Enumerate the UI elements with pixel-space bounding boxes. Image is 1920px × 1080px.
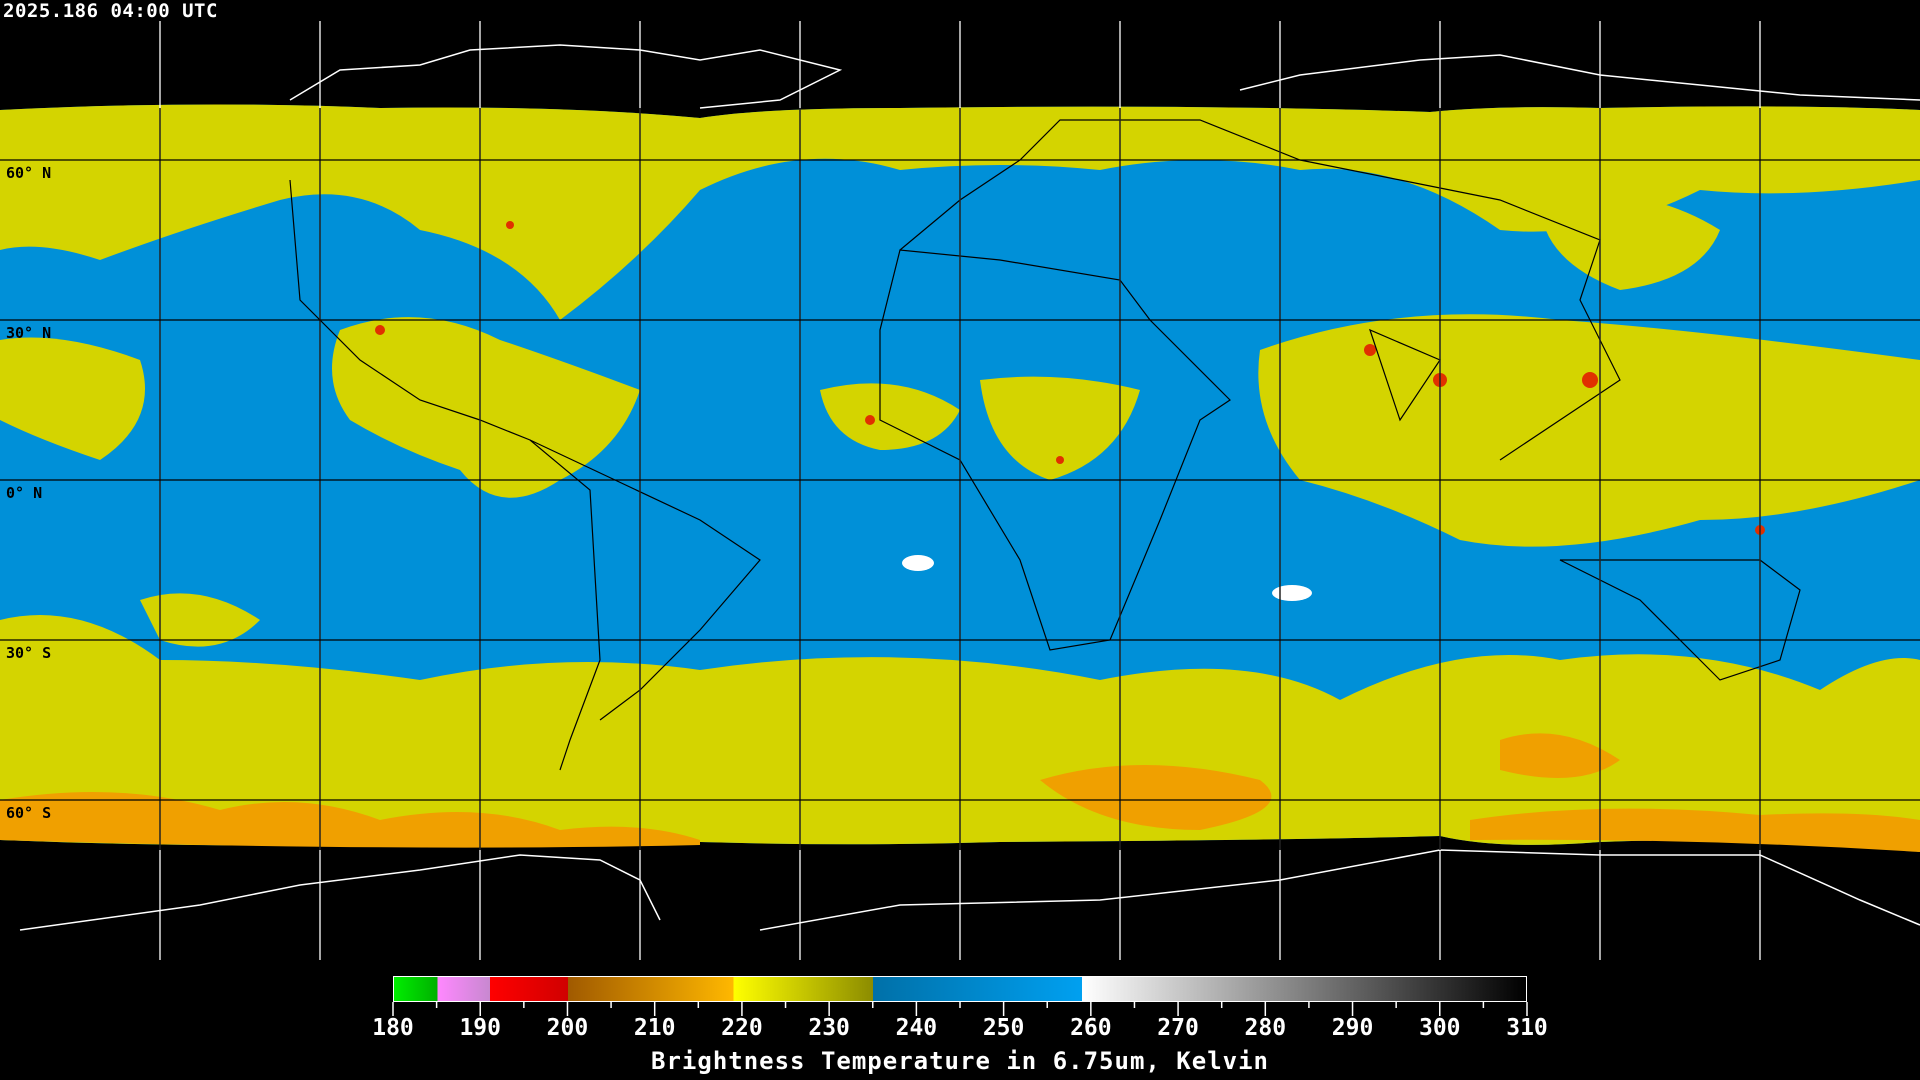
colorbar-tick-label: 210 [633,1015,676,1041]
colorbar-tick-label: 290 [1331,1015,1374,1041]
lat-label-0n: 0° N [6,484,43,502]
lat-label-30n: 30° N [6,324,52,342]
water-vapor-map [0,21,1920,960]
colorbar-tick-label: 270 [1157,1015,1199,1041]
colorbar-tick-label: 300 [1418,1015,1461,1041]
colorbar-tick-label: 220 [721,1015,763,1041]
lat-label-60s: 60° S [6,804,52,822]
dry-regions [0,733,1920,852]
timestamp: 2025.186 04:00 UTC [3,0,218,22]
colorbar-tick-label: 280 [1244,1015,1287,1041]
colorbar-tick-label: 240 [895,1015,938,1041]
coastlines [289,119,1801,771]
lat-label-30s: 30° S [6,644,52,662]
colorbar-tick-label: 230 [808,1015,850,1041]
colorbar-tick-label: 250 [982,1015,1025,1041]
colorbar-title: Brightness Temperature in 6.75um, Kelvin [651,1047,1269,1075]
colorbar-tick-label: 190 [459,1015,501,1041]
colorbar-tick-label: 260 [1070,1015,1112,1041]
colorbar-tick-label: 200 [546,1015,589,1041]
white-patches [902,555,1312,601]
lat-label-60n: 60° N [6,164,52,182]
colorbar-tick-label: 180 [372,1015,414,1041]
colorbar-ticks [392,1002,1528,1016]
convective-cores [375,221,1765,535]
lat-lon-grid [0,21,1920,960]
colorbar [393,976,1527,1002]
colorbar-tick-label: 310 [1506,1015,1548,1041]
